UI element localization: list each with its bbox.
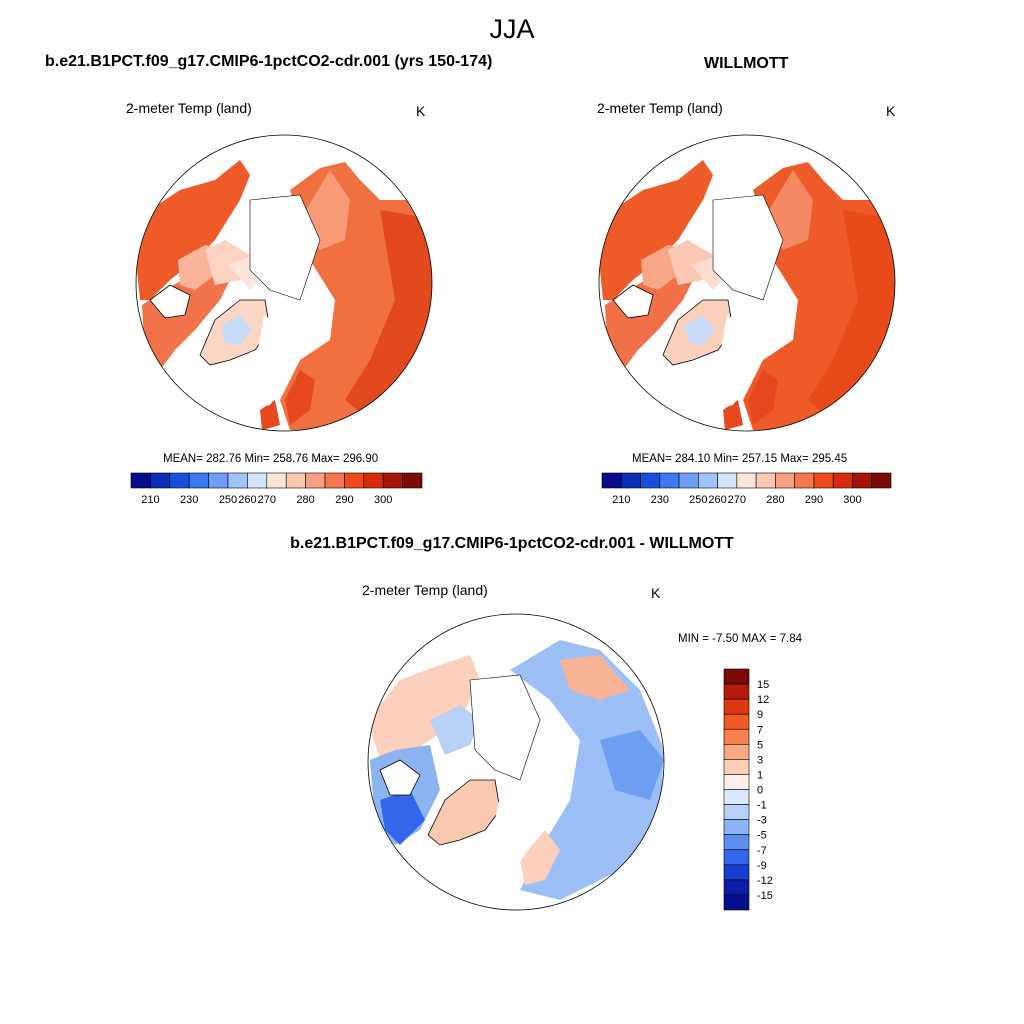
colorbar-obs-tick-label: 300 [843, 494, 861, 506]
map-diff [368, 640, 664, 910]
map-obs [599, 160, 895, 430]
colorbar-diff-tick-label: 3 [757, 754, 763, 766]
colorbar-diff-tick-label: 12 [757, 694, 769, 706]
units-label-diff: K [651, 585, 661, 601]
colorbar-diff-swatch [723, 864, 750, 881]
colorbar-diff-tick-label: 1 [757, 769, 763, 781]
colorbar-obs-swatch [640, 472, 661, 489]
colorbar-model-swatch [150, 472, 171, 489]
colorbar-model-swatch [169, 472, 190, 489]
colorbar-obs: 210 230 250 260 270 280 290 300 [601, 472, 892, 506]
colorbar-model-tick-label: 300 [374, 494, 392, 506]
colorbar-model-tick-label: 230 [180, 494, 198, 506]
colorbar-diff-swatch [723, 698, 750, 715]
stats-model: MEAN= 282.76 Min= 258.76 Max= 296.90 [163, 453, 379, 465]
colorbar-obs-tick-label: 230 [651, 494, 669, 506]
colorbar-diff-swatch [723, 819, 750, 835]
colorbar-diff-tick-label: 5 [757, 739, 763, 751]
colorbar-model-swatch [247, 472, 268, 489]
map-border-model [135, 134, 433, 432]
colorbar-obs-tick-label: 280 [766, 494, 784, 506]
colorbar-diff-swatch [723, 849, 750, 866]
variable-label-diff: 2-meter Temp (land) [362, 582, 488, 598]
colorbar-diff-swatch [723, 804, 750, 820]
colorbar-diff-tick-label: -3 [757, 815, 767, 827]
colorbar-obs-swatch [717, 472, 738, 489]
colorbar-model-swatch [324, 472, 345, 489]
colorbar-obs-swatch [852, 472, 873, 489]
colorbar-diff-tick-label: -1 [757, 800, 767, 812]
colorbar-model-swatch [285, 472, 306, 489]
colorbar-diff-swatch [723, 834, 750, 851]
colorbar-model-swatch [305, 472, 326, 489]
colorbar-obs-swatch [813, 472, 834, 489]
colorbar-obs-swatch [601, 472, 622, 489]
colorbar-diff-tick-label: 9 [757, 709, 763, 721]
colorbar-model-tick-label: 210 [141, 494, 159, 506]
colorbar-model-swatch [382, 472, 403, 489]
units-label-model: K [416, 103, 426, 119]
colorbar-obs-swatch [775, 472, 795, 489]
colorbar-obs-swatch [659, 472, 680, 489]
colorbar-diff-tick-label: -5 [757, 830, 767, 842]
colorbar-diff-tick-label: -12 [757, 875, 773, 887]
colorbar-diff-swatch [723, 683, 750, 700]
colorbar-diff: 15 12 9 7 5 3 1 0 -1 -3 -5 -7 -9 -12 -15 [723, 668, 773, 911]
colorbar-obs-swatch [736, 472, 757, 489]
colorbar-model-swatch [227, 472, 248, 489]
colorbar-model-swatch [130, 472, 151, 489]
colorbar-diff-swatch [723, 879, 750, 896]
colorbar-diff-swatch [723, 789, 750, 805]
colorbar-model-swatch [266, 472, 287, 489]
colorbar-model-swatch [208, 472, 229, 489]
colorbar-diff-swatch [723, 744, 750, 760]
colorbar-diff-tick-label: 15 [757, 679, 769, 691]
map-border-diff [367, 613, 665, 911]
panel-title-model: b.e21.B1PCT.f09_g17.CMIP6-1pctCO2-cdr.00… [45, 53, 493, 70]
colorbar-model-tick-label: 280 [296, 494, 314, 506]
colorbar-diff-swatch [723, 728, 750, 745]
stats-obs: MEAN= 284.10 Min= 257.15 Max= 295.45 [632, 453, 848, 465]
colorbar-obs-swatch [871, 472, 892, 489]
colorbar-model-swatch [402, 472, 423, 489]
variable-label-obs: 2-meter Temp (land) [597, 100, 723, 116]
colorbar-diff-tick-label: 0 [757, 785, 763, 797]
panel-title-diff: b.e21.B1PCT.f09_g17.CMIP6-1pctCO2-cdr.00… [290, 535, 734, 552]
colorbar-model-tick-label: 270 [258, 494, 276, 506]
colorbar-obs-swatch [755, 472, 776, 489]
colorbar-diff-tick-label: -15 [757, 890, 773, 902]
colorbar-model-swatch [363, 472, 384, 489]
colorbar-obs-tick-label: 210 [612, 494, 630, 506]
colorbar-obs-swatch [678, 472, 699, 489]
colorbar-diff-swatch [723, 759, 750, 775]
colorbar-diff-swatch [723, 713, 750, 730]
colorbar-obs-tick-label: 270 [728, 494, 746, 506]
colorbar-obs-tick-label: 290 [805, 494, 823, 506]
colorbar-diff-swatch [723, 894, 750, 911]
stats-diff: MIN = -7.50 MAX = 7.84 [678, 633, 803, 645]
colorbar-diff-swatch [723, 774, 750, 790]
colorbar-model-tick-label: 260 [238, 494, 256, 506]
colorbar-obs-swatch [794, 472, 815, 489]
units-label-obs: K [886, 103, 896, 119]
colorbar-model: 210 230 250 260 270 280 290 300 [130, 472, 423, 506]
colorbar-obs-swatch [832, 472, 853, 489]
colorbar-obs-swatch [620, 472, 641, 489]
colorbar-obs-tick-label: 260 [708, 494, 726, 506]
colorbar-diff-tick-label: -7 [757, 845, 767, 857]
colorbar-model-swatch [188, 472, 209, 489]
map-border-obs [598, 134, 896, 432]
colorbar-model-tick-label: 290 [335, 494, 353, 506]
colorbar-model-swatch [344, 472, 365, 489]
colorbar-diff-swatch [723, 668, 750, 685]
colorbar-obs-tick-label: 250 [689, 494, 707, 506]
colorbar-diff-tick-label: -9 [757, 860, 767, 872]
main-title: JJA [489, 14, 535, 44]
colorbar-model-tick-label: 250 [219, 494, 237, 506]
colorbar-obs-swatch [698, 472, 718, 489]
panel-title-obs: WILLMOTT [704, 55, 789, 72]
variable-label-model: 2-meter Temp (land) [126, 100, 252, 116]
colorbar-diff-tick-label: 7 [757, 724, 763, 736]
